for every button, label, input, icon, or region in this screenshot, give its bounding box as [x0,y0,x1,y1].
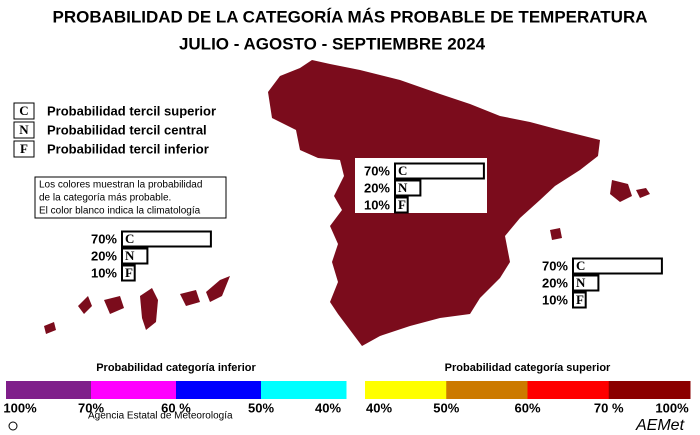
bar-letter: C [398,163,407,178]
probability-bar [572,274,600,292]
canary-island [140,288,158,330]
logo: AEMet [635,417,685,434]
colorbar-segment [6,381,92,399]
colorbar-label: 60 % [161,400,191,415]
bar-letter: F [125,265,133,280]
bar-letter: N [398,180,408,195]
note-line: El color blanco indica la climatología [39,206,201,217]
key-text: Probabilidad tercil central [47,122,207,137]
colorbar-label: 50% [248,400,274,415]
value-label: 70% [542,258,568,273]
colorbar-segment [446,381,528,399]
key-box [13,140,35,158]
colorbar-segment [608,381,691,399]
balearic-island [636,188,650,198]
bar-letter: C [125,231,134,246]
colorbar-segment [527,381,610,399]
probability-bar [394,162,485,180]
note-line: Los colores muestran la probabilidad [39,180,202,191]
value-label: 10% [91,265,117,280]
colorbar-title: Probabilidad categoría superior [445,362,611,374]
key-text: Probabilidad tercil superior [47,103,216,118]
value-label: 10% [542,292,568,307]
value-label: 20% [91,248,117,263]
copyright-icon [8,421,18,431]
canary-island [44,322,56,334]
value-label: 20% [542,275,568,290]
title: PROBABILIDAD DE LA CATEGORÍA MÁS PROBABL… [53,7,648,26]
key-letter: F [20,141,28,156]
colorbar-segment [176,381,262,399]
note-line: de la categoría más probable. [39,193,171,204]
colorbar-label: 70% [78,400,104,415]
colorbar-label: 100% [655,400,689,415]
colorbar-label: 70 % [594,400,624,415]
balearic-island [550,228,562,240]
canary-island [78,296,92,314]
probability-bar [572,257,663,275]
bar-letter: N [576,275,586,290]
probability-bar [572,291,587,309]
probability-bar [121,230,212,248]
key-box [13,102,35,120]
bar-letter: N [125,248,135,263]
canary-island [206,276,230,302]
canary-island [104,296,124,314]
note-box [34,176,227,219]
value-label: 70% [364,163,390,178]
probability-bar [121,264,136,282]
colorbar-segment [365,381,447,399]
colorbar-segment [91,381,177,399]
balearic-island [610,180,632,202]
key-box [13,121,35,139]
key-letter: N [19,122,29,137]
value-label: 70% [91,231,117,246]
bar-letter: F [398,197,406,212]
colorbar-label: 50% [433,400,459,415]
probability-bar [394,196,409,214]
colorbar-label: 60% [514,400,540,415]
probability-bar [121,247,149,265]
colorbar-segment [261,381,347,399]
bar-letter: F [576,292,584,307]
colorbar-title: Probabilidad categoría inferior [96,362,256,374]
value-label: 10% [364,197,390,212]
colorbar-label: 40% [366,400,392,415]
colorbar-label: 40% [315,400,341,415]
probability-bar [394,179,422,197]
value-label: 20% [364,180,390,195]
canary-island [180,290,200,306]
key-text: Probabilidad tercil inferior [47,141,209,156]
footer: Agencia Estatal de Meteorología [88,411,233,422]
subtitle: JULIO - AGOSTO - SEPTIEMBRE 2024 [179,34,486,53]
colorbar-label: 100% [3,400,37,415]
key-letter: C [19,103,28,118]
bar-letter: C [576,258,585,273]
